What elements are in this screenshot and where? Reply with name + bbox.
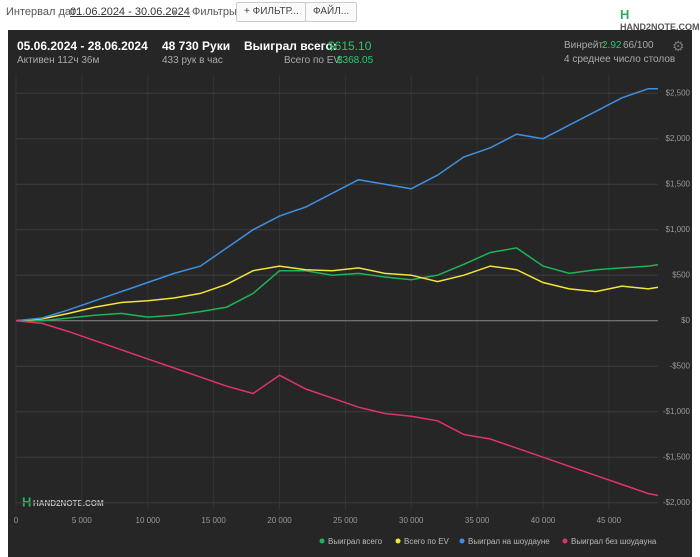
panel: 05.06.2024 - 28.06.2024 Активен 112ч 36м… [8, 30, 692, 557]
watermark-text: HAND2NOTE.COM [33, 499, 104, 508]
watermark: H HAND2NOTE.COM [22, 494, 104, 509]
legend-label: Всего по EV [404, 537, 450, 546]
legend-marker [562, 538, 568, 544]
x-tick-label: 0 [14, 516, 19, 525]
y-tick-label: -$1,500 [663, 452, 691, 461]
won-label: Выиграл всего: [244, 39, 337, 53]
filter-button[interactable]: + ФИЛЬТР... [236, 2, 307, 22]
date-range[interactable]: 01.06.2024 - 30.06.2024 [70, 6, 190, 18]
dropdown-arrow[interactable]: ▾ [172, 7, 178, 19]
x-tick-label: 10 000 [136, 516, 161, 525]
y-tick-label: $1,500 [666, 179, 691, 188]
logo: H HAND2NOTE.COM [620, 7, 700, 32]
y-tick-label: $2,000 [666, 134, 691, 143]
period: 05.06.2024 - 28.06.2024 [17, 39, 148, 53]
series-line [15, 319, 659, 497]
logo-text: HAND2NOTE.COM [620, 22, 700, 32]
legend-marker [319, 538, 325, 544]
ev-value: $368.05 [337, 55, 374, 66]
legend-label: Выиграл всего [328, 537, 383, 546]
y-tick-label: -$500 [670, 361, 691, 370]
legend-label: Выиграл без шоудауна [571, 537, 657, 546]
settings-icon[interactable]: ⚙ [672, 38, 685, 54]
series-line [16, 247, 659, 322]
ev-label: Всего по EV: [284, 55, 343, 66]
winrate-value: 2.92 [602, 40, 622, 51]
file-button[interactable]: ФАЙЛ... [305, 2, 358, 22]
filter-text: ФИЛЬТР... [252, 6, 299, 17]
legend-label: Выиграл на шоудауне [468, 537, 550, 546]
x-tick-label: 35 000 [465, 516, 490, 525]
x-tick-label: 5 000 [72, 516, 93, 525]
x-tick-label: 40 000 [531, 516, 556, 525]
hands-per-hour: 433 рук в час [162, 55, 223, 66]
won-value: $615.10 [328, 39, 372, 53]
x-tick-label: 20 000 [267, 516, 292, 525]
x-tick-label: 45 000 [597, 516, 622, 525]
date-label: Интервал дат: [6, 6, 79, 18]
y-tick-label: -$2,000 [663, 498, 691, 507]
series-line [15, 87, 658, 322]
legend-marker [459, 538, 465, 544]
tables: 4 среднее число столов [564, 54, 676, 65]
x-tick-label: 25 000 [333, 516, 358, 525]
y-tick-label: $2,500 [666, 88, 691, 97]
plus: + [244, 6, 253, 17]
legend-marker [395, 538, 401, 544]
filters-label: Фильтры: [192, 6, 240, 18]
logo-icon: H [620, 7, 630, 22]
active: Активен 112ч 36м [17, 55, 100, 66]
x-tick-label: 15 000 [201, 516, 226, 525]
x-tick-label: 30 000 [399, 516, 424, 525]
y-tick-label: $0 [681, 316, 690, 325]
chart: H HAND2NOTE.COM 0 5 000 10 000 15 000 20 000… [14, 75, 691, 546]
winrate-unit: 66/100 [623, 40, 654, 51]
hands: 48 730 Руки [162, 39, 231, 53]
y-tick-label: $1,000 [666, 225, 691, 234]
watermark-icon: H [22, 494, 31, 509]
y-tick-label: -$1,000 [663, 407, 691, 416]
series-line [15, 265, 659, 322]
winrate-label: Винрейт: [564, 40, 606, 51]
y-tick-label: $500 [672, 270, 690, 279]
